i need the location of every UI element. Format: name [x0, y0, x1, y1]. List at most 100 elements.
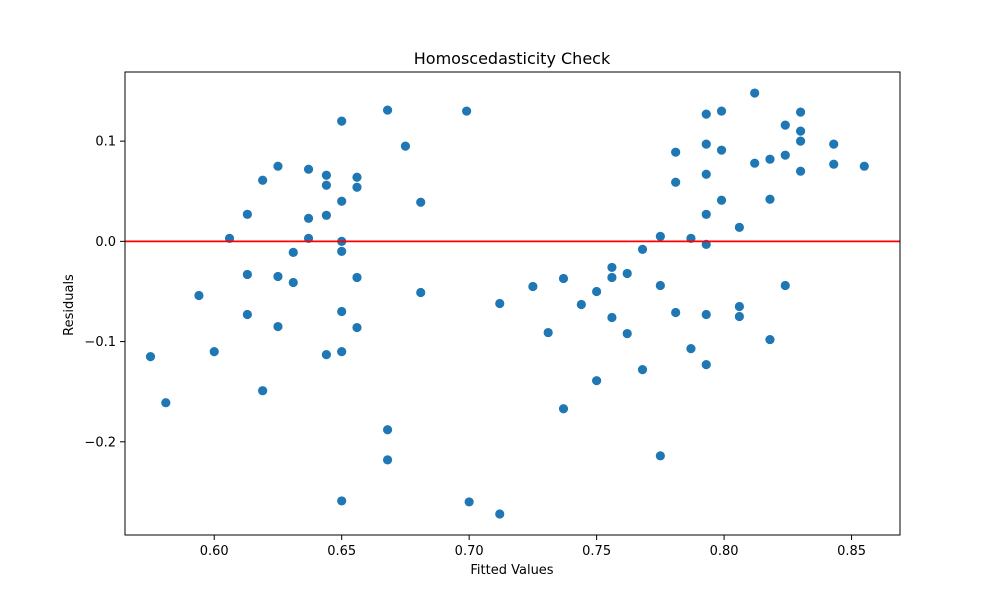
data-point [765, 154, 775, 164]
data-point [273, 271, 283, 282]
data-point [558, 273, 569, 284]
x-tick-label: 0.70 [455, 544, 484, 559]
data-point [495, 298, 505, 309]
data-point [780, 120, 790, 130]
data-point [622, 328, 632, 339]
data-point [337, 246, 347, 256]
data-point [258, 386, 268, 396]
data-point [701, 109, 711, 119]
data-point [780, 280, 790, 291]
x-tick-label: 0.80 [710, 544, 739, 559]
data-point [671, 307, 681, 318]
y-axis-label: Residuals [62, 274, 77, 336]
data-point [321, 210, 331, 220]
data-point [321, 180, 331, 190]
data-point [637, 244, 648, 254]
data-point [592, 286, 602, 297]
y-tick-label: 0.1 [95, 135, 116, 150]
data-point [671, 147, 681, 157]
data-point [352, 182, 362, 192]
data-point [242, 269, 252, 280]
data-point [701, 360, 711, 370]
data-point [592, 376, 602, 386]
data-point [303, 213, 314, 223]
y-tick-label: −0.2 [84, 435, 116, 450]
data-point [734, 222, 744, 232]
data-point [258, 175, 268, 185]
data-point [795, 136, 806, 146]
data-point [337, 116, 347, 126]
chart-title: Homoscedasticity Check [414, 49, 611, 68]
data-point [701, 209, 711, 219]
data-point [780, 150, 790, 160]
data-point [655, 280, 665, 291]
x-tick-label: 0.85 [837, 544, 866, 559]
data-point [416, 287, 426, 298]
data-point [543, 327, 553, 338]
data-point [829, 139, 839, 149]
y-tick-label: −0.1 [84, 335, 116, 350]
x-tick-label: 0.65 [327, 544, 356, 559]
data-point [734, 301, 744, 312]
data-point [145, 352, 156, 362]
data-point [750, 88, 760, 98]
data-point [352, 272, 362, 283]
x-tick-label: 0.60 [200, 544, 229, 559]
data-point [607, 262, 617, 273]
data-point [859, 161, 869, 171]
data-point [337, 306, 347, 317]
data-point [321, 350, 331, 360]
data-point [750, 158, 760, 168]
data-point [400, 141, 411, 151]
data-point [416, 197, 426, 207]
data-point [288, 247, 298, 257]
data-point [607, 272, 617, 283]
data-point [655, 231, 665, 241]
data-point [352, 172, 362, 182]
data-point [161, 398, 171, 408]
data-point [242, 209, 252, 219]
data-point [655, 451, 665, 461]
data-point [382, 105, 393, 115]
y-tick-label: 0.0 [95, 235, 116, 250]
data-point [829, 159, 839, 169]
data-point [337, 496, 347, 506]
data-point [321, 170, 331, 180]
data-point [242, 309, 252, 320]
data-point [607, 312, 617, 323]
data-point [637, 365, 648, 375]
data-point [795, 107, 806, 117]
data-point [194, 290, 204, 301]
data-point [671, 177, 681, 187]
data-point [576, 299, 586, 310]
data-point [716, 145, 727, 155]
axes: 0.60 0.65 0.70 0.75 0.80 0.85 −0.2 −0.1 0.0 0.1 [84, 71, 901, 559]
data-point [382, 425, 393, 435]
data-point [337, 196, 347, 206]
data-point [686, 344, 696, 354]
data-point [734, 311, 744, 322]
data-point [209, 347, 219, 357]
data-point [352, 322, 362, 333]
data-point [765, 194, 775, 204]
data-point [701, 139, 711, 149]
data-point [382, 455, 393, 465]
data-point [765, 334, 775, 345]
data-point [273, 321, 283, 332]
data-point [716, 106, 727, 116]
data-point [716, 195, 727, 205]
data-point [528, 281, 538, 292]
data-point [303, 164, 314, 174]
data-point [273, 161, 283, 171]
data-point [464, 497, 474, 507]
data-point [495, 509, 505, 519]
data-point [288, 277, 298, 288]
data-point [462, 106, 472, 116]
x-axis-label: Fitted Values [470, 563, 553, 578]
data-point [558, 404, 569, 414]
data-point [622, 268, 632, 279]
data-point [337, 347, 347, 357]
axes-frame [124, 71, 901, 536]
x-tick-label: 0.75 [582, 544, 611, 559]
